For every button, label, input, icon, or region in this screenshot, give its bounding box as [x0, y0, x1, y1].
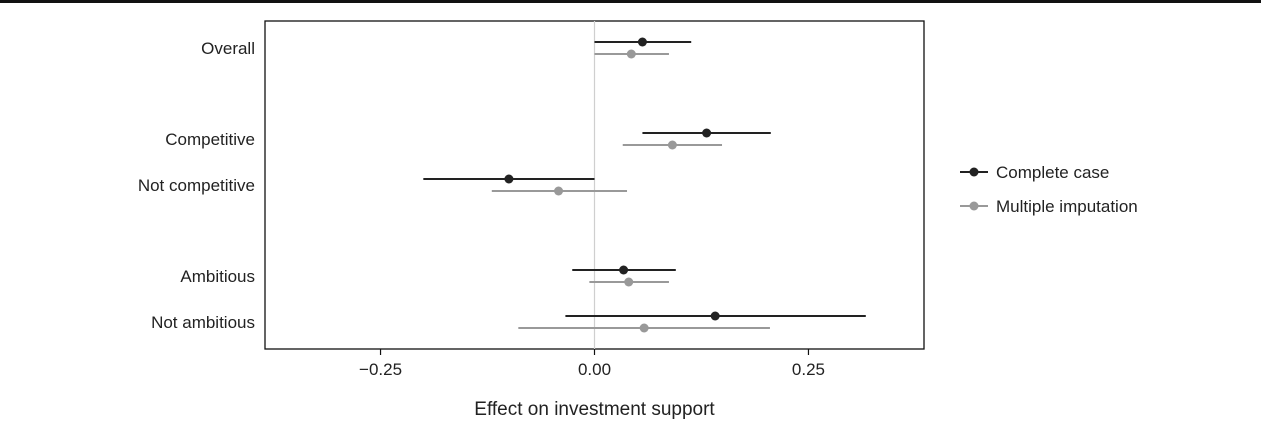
category-label-competitive: Competitive: [165, 130, 255, 149]
x-tick-label: 0.25: [792, 360, 825, 379]
legend-label: Multiple imputation: [996, 197, 1138, 216]
category-label-not-ambitious: Not ambitious: [151, 313, 255, 332]
point-complete-case-overall: [637, 37, 647, 47]
series-complete-case: [423, 37, 866, 321]
point-complete-case-not-ambitious: [710, 311, 720, 321]
legend-label: Complete case: [996, 163, 1109, 182]
point-multiple-imputation-not-competitive: [554, 186, 564, 196]
category-label-ambitious: Ambitious: [180, 267, 255, 286]
x-tick-label: −0.25: [359, 360, 402, 379]
top-rule: [0, 0, 1261, 3]
point-multiple-imputation-competitive: [667, 140, 677, 150]
point-complete-case-not-competitive: [504, 174, 514, 184]
category-labels: Overall Competitive Not competitive Ambitio…: [138, 39, 255, 332]
series-multiple-imputation: [491, 49, 770, 333]
point-multiple-imputation-not-ambitious: [639, 323, 649, 333]
x-tick-label: 0.00: [578, 360, 611, 379]
legend: Complete case Multiple imputation: [960, 163, 1138, 216]
point-multiple-imputation-overall: [626, 49, 636, 59]
x-axis: −0.25 0.00 0.25: [359, 349, 825, 379]
point-complete-case-competitive: [702, 128, 712, 138]
point-multiple-imputation-ambitious: [624, 277, 634, 287]
legend-key-point: [969, 201, 979, 211]
category-label-not-competitive: Not competitive: [138, 176, 255, 195]
series-marks: [423, 37, 866, 333]
x-axis-title: Effect on investment support: [474, 399, 715, 420]
category-label-overall: Overall: [201, 39, 255, 58]
point-complete-case-ambitious: [619, 265, 629, 275]
legend-item-multiple-imputation: Multiple imputation: [960, 197, 1138, 216]
legend-key-point: [969, 167, 979, 177]
legend-item-complete-case: Complete case: [960, 163, 1109, 182]
